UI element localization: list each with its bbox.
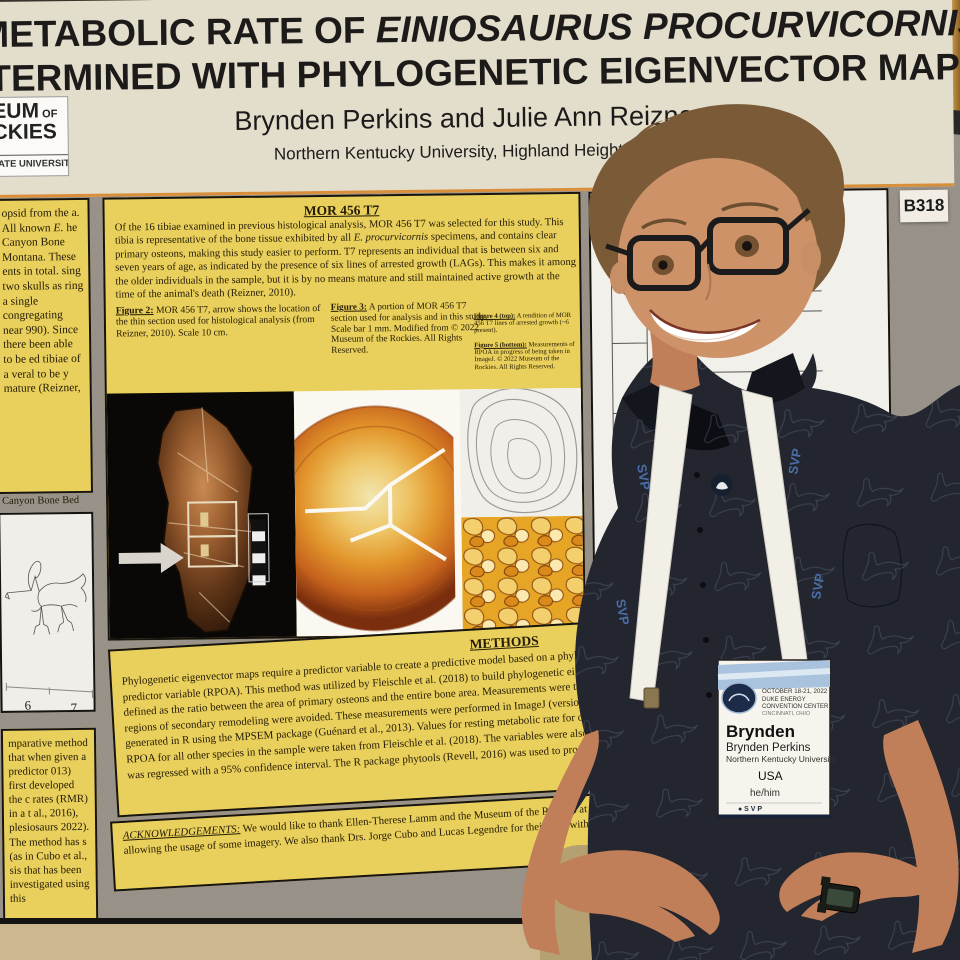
svg-text:● S V P: ● S V P (738, 806, 762, 813)
svg-text:DUKE ENERGY: DUKE ENERGY (762, 697, 806, 703)
svg-text:USA: USA (758, 769, 783, 783)
svg-text:Northern Kentucky University: Northern Kentucky University (726, 754, 837, 764)
svg-text:OCTOBER 18-21, 2022: OCTOBER 18-21, 2022 (762, 688, 828, 695)
svg-text:Brynden Perkins: Brynden Perkins (726, 742, 811, 754)
svg-text:CONVENTION CENTER: CONVENTION CENTER (762, 704, 829, 710)
svg-text:he/him: he/him (750, 788, 780, 799)
svg-text:Brynden: Brynden (726, 722, 795, 741)
svg-text:CINCINNATI, OHIO: CINCINNATI, OHIO (762, 711, 811, 717)
